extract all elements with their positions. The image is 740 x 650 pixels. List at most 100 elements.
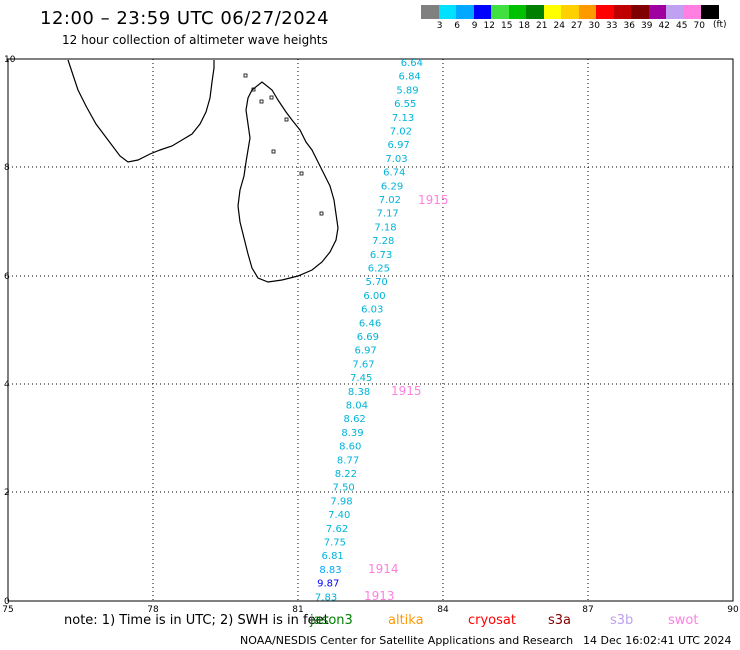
scale-swatch: 70 [683, 5, 705, 31]
cyan-track: 6.64 6.84 5.89 6.55 7.13 7.02 6.97 7.03 6.74 6.29… [315, 58, 423, 603]
wave-height-value: 6.97 [388, 140, 410, 151]
wave-height-value: 8.77 [337, 455, 359, 466]
scale-swatch: 3 [421, 5, 443, 31]
wave-height-value: 7.62 [326, 524, 348, 535]
wave-height-value: 6.97 [355, 346, 377, 357]
swatch-color [683, 5, 701, 19]
swatch-color [578, 5, 596, 19]
swatch-color [666, 5, 684, 19]
swatch-color [421, 5, 439, 19]
wave-height-value: 6.03 [361, 305, 383, 316]
wave-height-value: 7.03 [385, 154, 407, 165]
scale-swatch: 39 [631, 5, 653, 31]
scale-swatch: 27 [561, 5, 583, 31]
wave-height-value: 9.87 [317, 579, 339, 590]
swatch-color [701, 5, 719, 19]
swatch-color [561, 5, 579, 19]
satellite-label: altika [388, 613, 424, 628]
scale-swatch [701, 5, 719, 31]
scale-swatch: 30 [578, 5, 600, 31]
wave-height-value: 6.46 [359, 318, 381, 329]
scale-label: 9 [471, 21, 478, 31]
scale-label: 6 [454, 21, 460, 31]
swatch-color [648, 5, 666, 19]
swatch-color [543, 5, 561, 19]
y-tick-label: 10 [4, 55, 16, 65]
wave-height-value: 6.74 [383, 168, 405, 179]
wave-height-value: 7.98 [330, 496, 352, 507]
wave-height-value: 6.69 [357, 332, 379, 343]
swatch-color [438, 5, 456, 19]
swatch-color [508, 5, 526, 19]
wave-height-value: 8.39 [341, 428, 363, 439]
note-text: note: 1) Time is in UTC; 2) SWH is in fe… [64, 613, 329, 628]
swatch-color [473, 5, 491, 19]
wave-height-value: 5.70 [366, 277, 388, 288]
wave-height-value: 6.00 [363, 291, 385, 302]
scale-swatch: 45 [666, 5, 688, 31]
y-tick-label: 0 [4, 597, 10, 607]
sri-lanka-coastline [237, 81, 339, 283]
islet [319, 211, 324, 216]
wave-height-value: 8.62 [344, 414, 366, 425]
wave-height-value: 8.04 [346, 401, 368, 412]
wave-height-value: 8.22 [335, 469, 357, 480]
footer-timestamp: 14 Dec 16:02:41 UTC 2024 [583, 634, 732, 647]
islet [269, 95, 274, 100]
x-tick-label: 87 [582, 605, 593, 615]
scale-swatch: 12 [473, 5, 495, 31]
x-tick-label: 78 [147, 605, 159, 615]
wave-height-value: 7.83 [315, 592, 337, 603]
scale-label: 21 [536, 21, 548, 31]
satellite-label: cryosat [468, 613, 516, 628]
swatch-color [526, 5, 544, 19]
india-coastline [67, 59, 215, 163]
scale-label: 12 [483, 21, 495, 31]
grid-lines [8, 59, 733, 601]
wave-height-value: 7.28 [372, 236, 394, 247]
scale-label: 70 [693, 21, 705, 31]
scale-unit: (ft) [713, 20, 727, 30]
color-scale: 3 6 9 12 15 18 21 24 27 30 33 36 39 42 45 70 [421, 5, 719, 31]
wave-height-value: 7.67 [352, 359, 374, 370]
pass-time-label: 1914 [368, 562, 399, 576]
time-labels: 1915 1915 1914 1913 [364, 193, 449, 603]
scale-swatch: 36 [613, 5, 635, 31]
pass-time-label: 1915 [391, 384, 422, 398]
scale-label: 39 [641, 21, 653, 31]
y-tick-label: 2 [4, 488, 10, 498]
x-tick-label: 75 [2, 605, 13, 615]
wave-height-value: 7.45 [350, 373, 372, 384]
scale-label: 30 [588, 21, 600, 31]
wave-height-value: 7.18 [374, 222, 396, 233]
scale-swatch: 33 [596, 5, 618, 31]
pass-time-label: 1915 [418, 193, 449, 207]
wave-height-value: 6.73 [370, 250, 392, 261]
wave-height-value: 6.55 [394, 99, 416, 110]
scale-swatch: 9 [456, 5, 478, 31]
wave-height-value: 7.75 [324, 538, 346, 549]
scale-swatch: 6 [438, 5, 460, 31]
scale-label: 15 [501, 21, 513, 31]
wave-height-value: 7.17 [377, 209, 399, 220]
islet [259, 99, 264, 104]
wave-height-value: 6.29 [381, 181, 403, 192]
scale-swatch: 15 [491, 5, 513, 31]
scale-label: 33 [606, 21, 618, 31]
islet [243, 73, 248, 78]
y-tick-label: 8 [4, 163, 10, 173]
wave-height-value: 6.25 [368, 264, 390, 275]
satellite-label: s3b [610, 613, 634, 628]
swatch-color [596, 5, 614, 19]
satellite-label: jason3 [310, 613, 353, 628]
wave-height-value: 5.89 [396, 85, 418, 96]
x-tick-labels: 75 78 81 84 87 90 [2, 605, 739, 615]
x-tick-label: 90 [727, 605, 739, 615]
y-tick-labels: 0 2 4 6 8 10 [4, 55, 16, 607]
swatch-color [613, 5, 631, 19]
wave-height-value: 6.84 [399, 72, 421, 83]
y-tick-label: 6 [4, 272, 10, 282]
islet [251, 87, 256, 92]
wave-height-value: 8.60 [339, 442, 361, 453]
scale-label: 3 [436, 21, 443, 31]
